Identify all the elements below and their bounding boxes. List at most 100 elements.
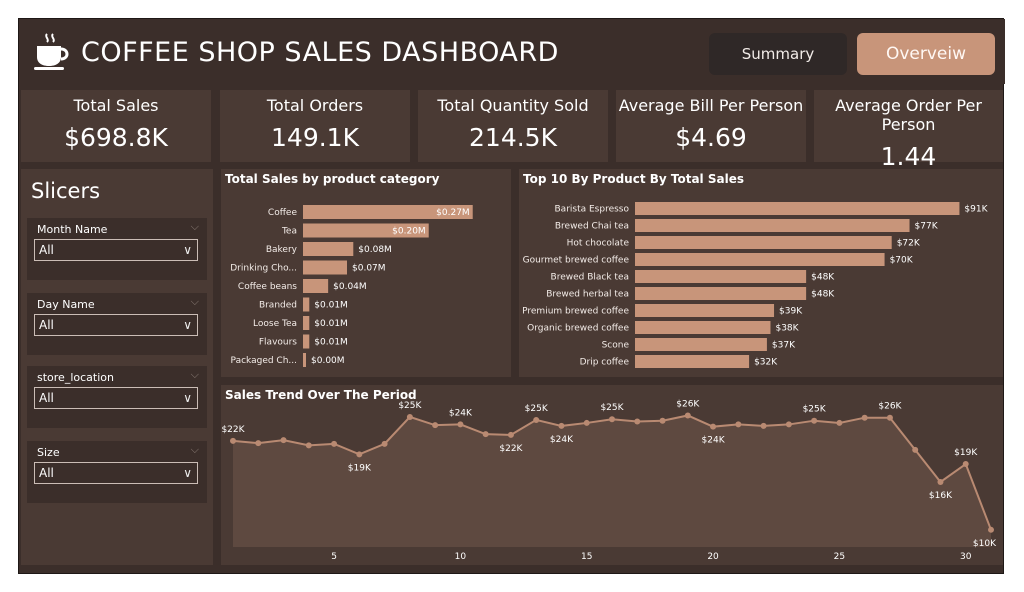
kpi-label: Average Order Per Person [835,96,982,134]
data-point [482,431,489,438]
data-label: $22K [221,425,245,435]
data-label: $0.07M [352,264,386,274]
slicer-label: Size [37,446,60,459]
dashboard-frame: COFFEE SHOP SALES DASHBOARD Summary Over… [18,18,1005,574]
data-point [937,478,944,485]
data-point [659,417,666,424]
kpi-label: Average Bill Per Person [618,96,804,115]
bar [303,260,347,275]
data-point [962,461,969,468]
kpi-label: Total Orders [266,96,364,115]
data-point [684,412,691,419]
sales-trend-svg: $22K $19K $25K $24K $22K $25K $24K $25K $26K $24K… [221,399,997,562]
store-location-dropdown[interactable]: All ∨ [34,387,198,409]
kpi-total-orders: Total Orders 149.1K [220,90,410,162]
kpi-value: 149.1K [271,123,359,152]
data-point [886,414,893,421]
kpi-total-quantity: Total Quantity Sold 214.5K [418,90,608,162]
category-label: Organic brewed coffee [527,324,629,334]
data-point [912,446,919,453]
x-tick-label: 10 [455,552,467,562]
kpi-value: 214.5K [469,123,557,152]
trend-area [233,415,991,547]
coffee-cup-icon [34,33,69,70]
slicer-label: Month Name [37,223,108,236]
data-point [305,442,312,449]
dropdown-value: All [39,466,54,480]
data-point [710,423,717,430]
overview-button[interactable]: Overveiw [857,33,995,75]
category-sales-svg: Coffee $0.27M Tea $0.20M Bakery $0.08M Drinkin… [230,205,473,367]
data-label: $77K [915,222,939,232]
bar [303,205,473,219]
chevron-down-icon[interactable]: ⌵ [190,295,199,308]
data-label: $16K [929,491,953,501]
data-label: $39K [779,307,803,317]
bar [303,353,306,367]
data-label: $70K [890,256,914,266]
data-label: $26K [878,402,902,412]
data-point [381,440,388,447]
chevron-down-icon[interactable]: ⌵ [190,443,199,456]
slicer-store-location: store_location ⌵ All ∨ [27,366,207,428]
chevron-down-icon[interactable]: ⌵ [190,220,199,233]
data-point [811,417,818,424]
category-sales-chart: Total Sales by product category Coffee $0… [221,169,511,377]
dropdown-value: All [39,391,54,405]
data-label: $0.01M [314,338,348,348]
slicer-label: store_location [37,371,114,384]
x-tick-label: 5 [331,552,337,562]
data-label: $10K [973,539,997,549]
month-name-dropdown[interactable]: All ∨ [34,239,198,261]
data-point [988,526,994,533]
data-point [331,440,338,447]
slicers-panel: Slicers Month Name ⌵ All ∨ Day Name ⌵ Al… [21,169,213,565]
size-dropdown[interactable]: All ∨ [34,462,198,484]
bar [303,223,429,238]
dropdown-value: All [39,243,54,257]
category-label: Packaged Ch... [231,356,297,366]
data-point [255,440,262,447]
kpi-average-bill: Average Bill Per Person $4.69 [616,90,806,162]
data-point [432,422,439,429]
chevron-down-icon: ∨ [183,466,192,480]
bar [635,338,767,351]
kpi-value: $698.8K [64,123,168,152]
data-point [558,422,565,429]
data-label: $19K [348,463,372,473]
bar [635,202,960,215]
data-label: $91K [964,205,988,215]
kpi-average-order: Average Order Per Person 1.44 [814,90,1003,171]
bar [303,334,310,349]
data-label: $25K [525,404,549,414]
chevron-down-icon[interactable]: ⌵ [190,368,199,381]
data-label: $32K [754,358,778,368]
data-point [583,419,590,426]
slicer-size: Size ⌵ All ∨ [27,441,207,503]
data-label: $25K [803,405,827,415]
kpi-total-sales: Total Sales $698.8K [21,90,211,162]
category-label: Scone [602,341,630,351]
data-label: $24K [702,436,726,446]
data-label: $0.04M [333,282,367,292]
category-label: Brewed Chai tea [555,222,629,232]
slicer-label: Day Name [37,298,95,311]
data-label: $24K [449,408,473,418]
page-title: COFFEE SHOP SALES DASHBOARD [81,37,559,68]
chart-title: Total Sales by product category [225,172,440,186]
kpi-value: 1.44 [880,142,937,171]
kpi-value: $4.69 [675,123,747,152]
bar [303,316,310,330]
category-label: Brewed Black tea [551,273,629,283]
data-point [836,419,843,426]
category-label: Gourmet brewed coffee [523,256,630,266]
data-label: $72K [897,239,921,249]
data-label: $0.27M [436,208,470,218]
data-label: $19K [954,448,978,458]
data-label: $0.00M [311,356,345,366]
x-tick-label: 30 [960,552,972,562]
summary-button[interactable]: Summary [709,33,847,75]
day-name-dropdown[interactable]: All ∨ [34,314,198,336]
data-label: $26K [676,399,700,409]
x-tick-label: 15 [581,552,592,562]
